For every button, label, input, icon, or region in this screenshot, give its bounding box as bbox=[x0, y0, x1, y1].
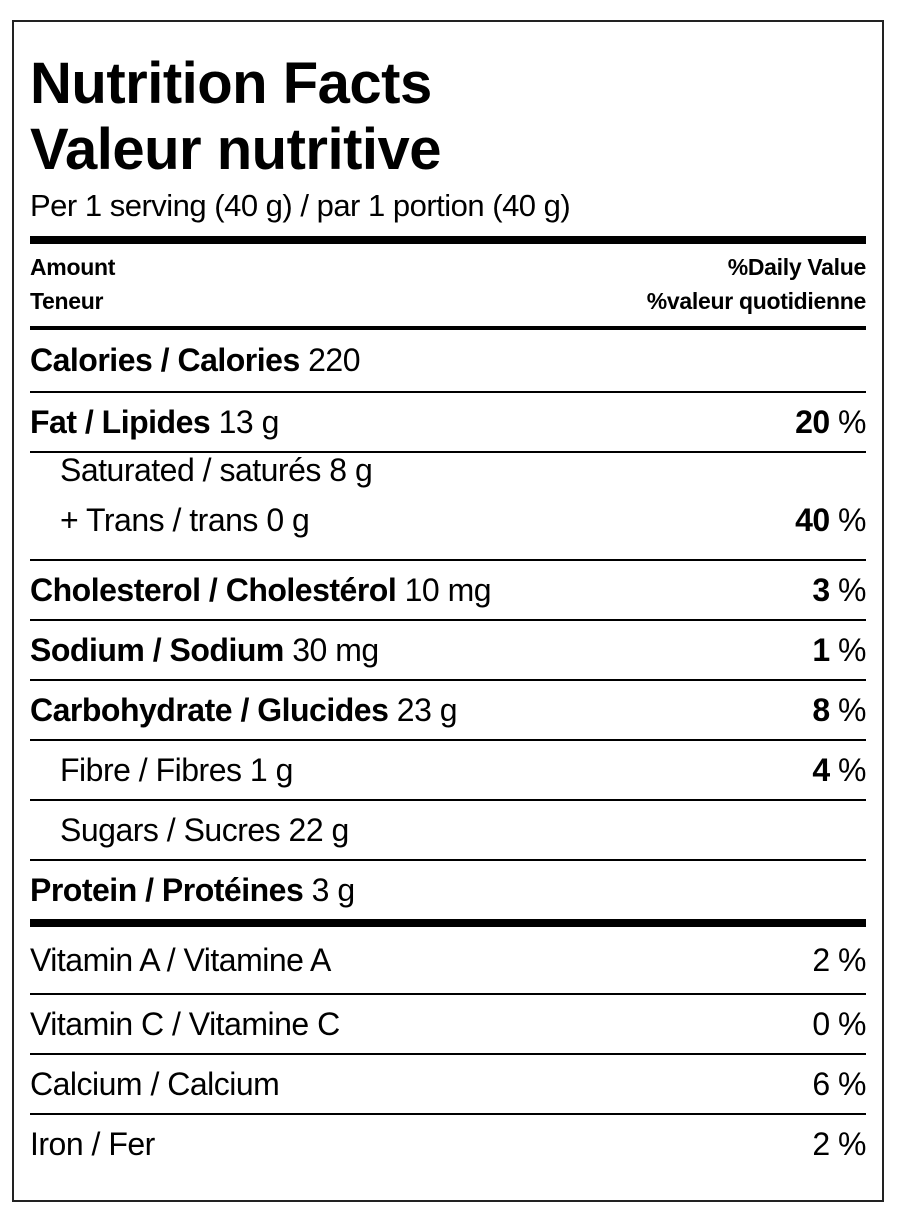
trans-label: + Trans / trans 0 g bbox=[60, 502, 310, 538]
divider-thick bbox=[30, 919, 866, 927]
nutrient-label: Vitamin A / Vitamine A bbox=[30, 941, 331, 978]
row-sodium: Sodium / Sodium 30 mg 1 % bbox=[30, 621, 866, 679]
nutrient-dv: 2 % bbox=[812, 941, 866, 978]
amount-fr: Teneur bbox=[30, 288, 104, 314]
dv-fr: %valeur quotidienne bbox=[646, 288, 867, 314]
sodium-amount: 30 mg bbox=[292, 631, 379, 668]
fibre-dv: 4 bbox=[812, 751, 830, 788]
title-en: Nutrition Facts bbox=[30, 51, 432, 116]
amount-en: Amount bbox=[30, 254, 116, 280]
title-fr: Valeur nutritive bbox=[30, 117, 442, 182]
carbohydrate-amount: 23 g bbox=[396, 691, 458, 728]
fat-amount: 13 g bbox=[218, 403, 280, 440]
nutrient-dv: 2 % bbox=[812, 1125, 866, 1162]
row-fibre: Fibre / Fibres 1 g 4 % bbox=[30, 741, 866, 799]
divider-medium bbox=[30, 326, 866, 330]
nutrient-label: Vitamin C / Vitamine C bbox=[30, 1005, 340, 1042]
calories-value: 220 bbox=[308, 342, 361, 378]
row-protein: Protein / Protéines 3 g bbox=[30, 861, 866, 919]
percent-unit: % bbox=[838, 403, 866, 440]
saturated-label: Saturated / saturés 8 g bbox=[60, 452, 373, 488]
divider bbox=[30, 619, 866, 621]
nutrition-facts-label: Nutrition Facts Valeur nutritive Per 1 s… bbox=[12, 20, 884, 1202]
carbohydrate-dv: 8 bbox=[812, 691, 830, 728]
protein-amount: 3 g bbox=[311, 871, 355, 908]
divider bbox=[30, 1053, 866, 1055]
divider bbox=[30, 1113, 866, 1115]
fat-dv: 20 bbox=[795, 403, 830, 440]
row-calories: Calories / Calories 220 bbox=[30, 330, 866, 391]
divider-thick bbox=[30, 236, 866, 244]
calories-label: Calories / Calories bbox=[30, 342, 300, 378]
sodium-dv: 1 bbox=[812, 631, 830, 668]
protein-label: Protein / Protéines bbox=[30, 871, 304, 908]
row-cholesterol: Cholesterol / Cholestérol 10 mg 3 % bbox=[30, 561, 866, 619]
carbohydrate-label: Carbohydrate / Glucides bbox=[30, 691, 389, 728]
divider bbox=[30, 679, 866, 681]
percent-unit: % bbox=[838, 751, 866, 788]
saturated-dv: 40 bbox=[795, 502, 830, 538]
percent-unit: % bbox=[838, 631, 866, 668]
nutrient-label: Iron / Fer bbox=[30, 1125, 155, 1162]
sodium-label: Sodium / Sodium bbox=[30, 631, 284, 668]
sugars-label: Sugars / Sucres 22 g bbox=[60, 811, 349, 848]
divider bbox=[30, 859, 866, 861]
fibre-label: Fibre / Fibres 1 g bbox=[60, 751, 293, 788]
cholesterol-label: Cholesterol / Cholestérol bbox=[30, 571, 397, 608]
divider bbox=[30, 559, 866, 561]
row-vitamin-mineral: Vitamin C / Vitamine C 0 % bbox=[30, 995, 866, 1053]
divider bbox=[30, 739, 866, 741]
divider bbox=[30, 451, 866, 453]
percent-unit: % bbox=[838, 691, 866, 728]
nutrient-dv: 0 % bbox=[812, 1005, 866, 1042]
serving-size: Per 1 serving (40 g) / par 1 portion (40… bbox=[30, 188, 571, 223]
divider bbox=[30, 799, 866, 801]
column-header: Amount Teneur %Daily Value %valeur quotidi… bbox=[30, 244, 866, 326]
row-carbohydrate: Carbohydrate / Glucides 23 g 8 % bbox=[30, 681, 866, 739]
vitamins-section: Vitamin A / Vitamine A 2 % Vitamin C / Vit… bbox=[30, 927, 866, 1173]
percent-unit: % bbox=[838, 502, 866, 538]
cholesterol-dv: 3 bbox=[812, 571, 830, 608]
dv-en: %Daily Value bbox=[727, 254, 867, 280]
row-vitamin-mineral: Calcium / Calcium 6 % bbox=[30, 1055, 866, 1113]
nutrient-dv: 6 % bbox=[812, 1065, 866, 1102]
cholesterol-amount: 10 mg bbox=[404, 571, 492, 608]
row-sugars: Sugars / Sucres 22 g bbox=[30, 801, 866, 859]
row-vitamin-mineral: Vitamin A / Vitamine A 2 % bbox=[30, 927, 866, 993]
fat-label: Fat / Lipides bbox=[30, 403, 211, 440]
percent-unit: % bbox=[838, 571, 866, 608]
nutrient-label: Calcium / Calcium bbox=[30, 1065, 280, 1102]
divider bbox=[30, 993, 866, 995]
row-fat: Fat / Lipides 13 g 20 % bbox=[30, 393, 866, 451]
row-vitamin-mineral: Iron / Fer 2 % bbox=[30, 1115, 866, 1173]
row-saturated-trans: Saturated / saturés 8 g + Trans / trans 0… bbox=[30, 452, 866, 559]
divider bbox=[30, 391, 866, 393]
